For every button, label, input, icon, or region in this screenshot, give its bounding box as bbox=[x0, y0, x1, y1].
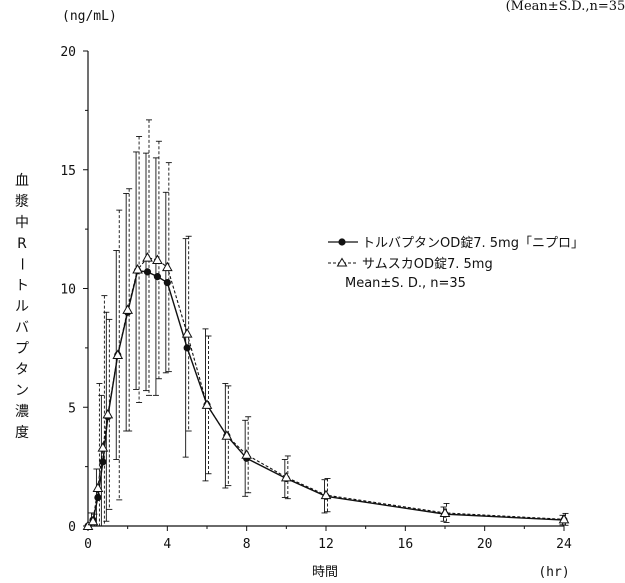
data-point-series-1 bbox=[94, 493, 102, 502]
y-axis-label-char: プ bbox=[15, 341, 29, 357]
legend: トルバプタンOD錠7. 5mg「ニプロ」 サムスカOD錠7. 5mg Mean±… bbox=[328, 236, 584, 291]
data-point-series-2 bbox=[87, 515, 99, 526]
y-axis-label-char: ト bbox=[15, 278, 29, 294]
error-bars bbox=[88, 119, 569, 527]
legend-note: Mean±S. D., n=35 bbox=[345, 276, 466, 291]
data-point-series-2 bbox=[92, 482, 104, 492]
y-tick-label: 15 bbox=[60, 164, 76, 179]
series-line-2 bbox=[87, 257, 565, 527]
series-line-1 bbox=[87, 269, 565, 527]
x-tick-label: 4 bbox=[163, 537, 171, 552]
series-lines bbox=[87, 257, 565, 527]
header-note: (Mean±S.D.,n=35) bbox=[506, 0, 625, 14]
x-axis-label: 時間 bbox=[312, 565, 338, 580]
data-point-series-2 bbox=[558, 513, 570, 524]
y-axis-label-char: 中 bbox=[15, 215, 29, 231]
data-point-series-2 bbox=[152, 254, 163, 264]
y-axis-label-char: 濃 bbox=[15, 404, 29, 420]
legend-label-series-2: サムスカOD錠7. 5mg bbox=[362, 257, 493, 272]
x-tick-label: 16 bbox=[398, 537, 414, 552]
y-axis-label-char: R bbox=[17, 236, 27, 252]
y-axis-label-char: ー bbox=[13, 257, 29, 271]
legend-marker-series-1 bbox=[338, 238, 346, 246]
data-point-series-2 bbox=[122, 304, 134, 314]
data-point-series-2 bbox=[439, 507, 451, 517]
data-point-series-2 bbox=[201, 399, 213, 409]
data-point-series-1 bbox=[99, 458, 107, 466]
series-markers bbox=[82, 252, 570, 530]
y-axis-label-char: 漿 bbox=[15, 194, 29, 210]
data-point-series-2 bbox=[320, 489, 332, 500]
data-point-series-1 bbox=[183, 344, 191, 352]
y-tick-label: 0 bbox=[68, 520, 76, 535]
x-tick-label: 12 bbox=[318, 537, 334, 552]
data-point-series-2 bbox=[97, 442, 109, 452]
y-axis-unit: (ng/mL) bbox=[62, 9, 117, 24]
x-tick-label: 8 bbox=[243, 537, 251, 552]
data-point-series-2 bbox=[181, 328, 193, 338]
data-point-series-2 bbox=[241, 449, 253, 459]
data-point-series-1 bbox=[153, 273, 162, 281]
y-axis-label-char: 血 bbox=[15, 173, 29, 189]
data-point-series-2 bbox=[82, 520, 94, 530]
axes: 0 4 8 12 16 20 24 0 5 10 15 20 bbox=[60, 45, 572, 552]
data-point-series-2 bbox=[102, 408, 114, 419]
y-tick-label: 10 bbox=[60, 283, 76, 298]
y-tick-label: 5 bbox=[68, 401, 76, 416]
x-axis-unit: (hr) bbox=[538, 565, 569, 580]
data-point-series-2 bbox=[221, 430, 233, 440]
y-axis-label-char: ル bbox=[15, 299, 29, 315]
x-tick-label: 0 bbox=[84, 537, 92, 552]
y-tick-label: 20 bbox=[60, 45, 76, 60]
data-point-series-2 bbox=[142, 252, 153, 262]
data-point-series-1 bbox=[163, 278, 171, 287]
data-point-series-2 bbox=[280, 471, 292, 482]
x-tick-label: 24 bbox=[556, 537, 572, 552]
data-point-series-2 bbox=[161, 261, 173, 272]
legend-label-series-1: トルバプタンOD錠7. 5mg「ニプロ」 bbox=[362, 236, 584, 251]
legend-marker-series-2 bbox=[336, 257, 348, 267]
x-tick-label: 20 bbox=[477, 537, 493, 552]
data-point-series-2 bbox=[112, 349, 124, 359]
y-axis-label-char: ン bbox=[15, 383, 29, 399]
y-axis-label-char: バ bbox=[15, 320, 29, 336]
data-point-series-1 bbox=[143, 268, 152, 276]
data-point-series-2 bbox=[132, 263, 143, 274]
y-axis-label-char: 度 bbox=[15, 425, 29, 441]
y-axis-label-char: タ bbox=[15, 362, 29, 378]
